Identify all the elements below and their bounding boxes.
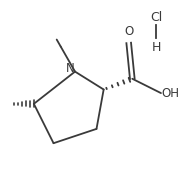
Text: Cl: Cl <box>150 11 163 24</box>
Text: O: O <box>124 25 133 38</box>
Text: OH: OH <box>162 88 180 100</box>
Text: H: H <box>152 41 161 54</box>
Text: N: N <box>66 62 74 75</box>
